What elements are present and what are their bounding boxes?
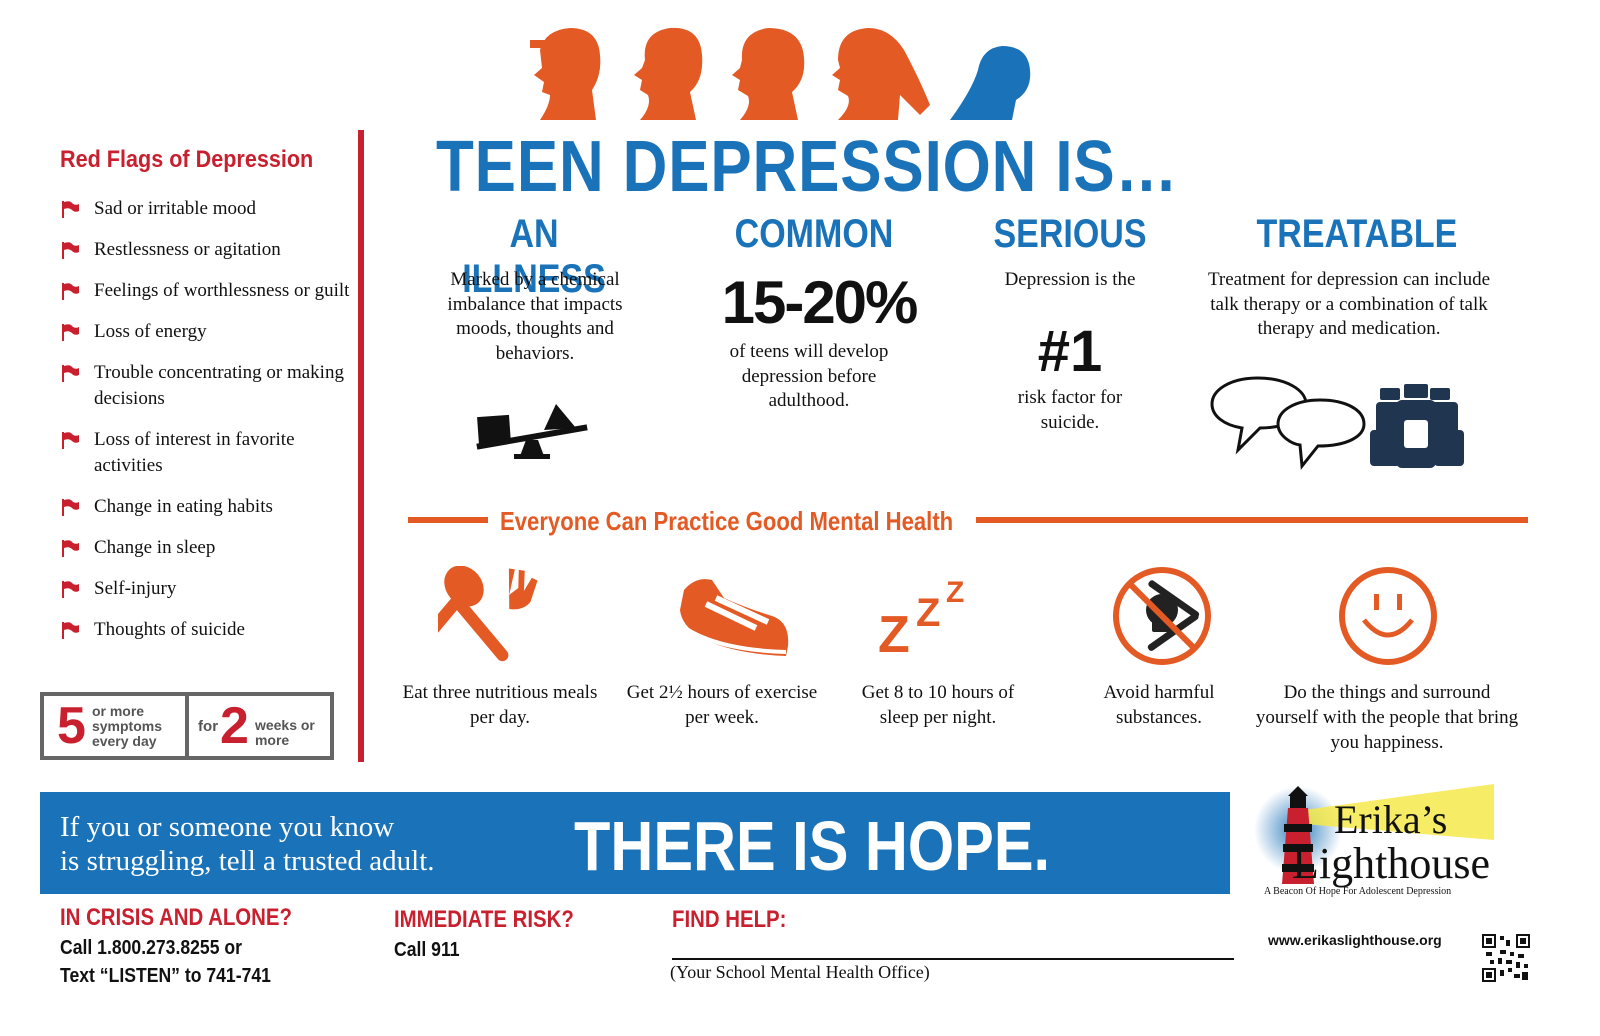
banner-subtext-line1: If you or someone you know [60,811,395,843]
red-flag-item: Sad or irritable mood [60,196,360,222]
red-flag-text: Feelings of worthlessness or guilt [94,280,350,301]
risk-line1: Call 911 [394,939,460,961]
tip-text: Get 2½ hours of exercise per week. [626,682,818,728]
tip-text: Get 8 to 10 hours of sleep per night. [861,682,1015,728]
mental-health-title: Everyone Can Practice Good Mental Health [500,506,954,536]
red-flag-item: Change in eating habits [60,494,360,520]
crisis-title: IN CRISIS AND ALONE? [60,904,292,931]
red-flag-item: Loss of interest in favorite activities [60,427,360,479]
red-flag-icon [62,622,79,639]
red-flag-text: Loss of energy [94,321,207,342]
no-skull-icon [1113,567,1211,665]
red-flag-text: Restlessness or agitation [94,239,281,260]
criteria-duration-prefix: for [198,717,219,735]
red-flag-icon [62,540,79,557]
red-flag-icon [62,242,79,259]
red-flag-icon [62,432,79,449]
zzz-icon: Z Z Z [878,576,964,658]
utensils-icon [438,566,538,662]
red-flag-text: Change in sleep [94,537,216,558]
red-flags-list: Sad or irritable mood Restlessness or ag… [60,196,360,658]
red-flag-item: Change in sleep [60,535,360,561]
website-link[interactable]: www.erikaslighthouse.org [1268,932,1442,948]
svg-text:Z: Z [946,576,964,609]
treatable-text: Treatment for depression can include tal… [1207,269,1491,339]
tip-text: Eat three nutritious meals per day. [402,682,598,728]
page-title: TEEN DEPRESSION IS… [436,127,1179,207]
section-divider-right [976,517,1528,523]
red-flags-title: Red Flags of Depression [60,146,314,173]
red-flag-text: Self-injury [94,578,177,599]
common-title: COMMON [734,212,894,256]
red-flag-item: Feelings of worthlessness or guilt [60,278,360,304]
logo-name-line1: Erika’s [1334,797,1448,842]
vertical-divider [358,130,364,762]
criteria-symptoms: 5 or more symptoms every day [44,696,185,756]
red-flag-text: Loss of interest in favorite activities [94,429,295,476]
red-flag-text: Sad or irritable mood [94,198,256,219]
seesaw-icon [476,404,588,459]
logo-tagline: A Beacon Of Hope For Adolescent Depressi… [1264,886,1452,897]
tip-text: Avoid harmful substances. [1103,682,1215,728]
treatable-title: TREATABLE [1256,212,1458,256]
criteria-duration-count: 2 [220,697,249,755]
crisis-line2: Text “LISTEN” to 741-741 [60,965,271,987]
criteria-duration: for 2 weeks or more [185,696,330,756]
red-flag-icon [62,499,79,516]
illness-title: AN ILLNESS [462,212,606,301]
serious-text-bottom: risk factor for suicide. [1017,387,1123,433]
banner-subtext-line2: is struggling, tell a trusted adult. [60,845,435,877]
criteria-duration-text: weeks or more [254,717,315,748]
logo-name-line2: Lighthouse [1292,839,1490,888]
find-help-line [672,958,1234,960]
hope-banner [40,792,1230,894]
qr-code-icon [1482,934,1530,982]
red-flag-item: Thoughts of suicide [60,617,360,643]
risk-title: IMMEDIATE RISK? [394,906,574,933]
red-flag-item: Loss of energy [60,319,360,345]
red-flag-text: Change in eating habits [94,496,273,517]
serious-title: SERIOUS [993,212,1147,256]
banner-subtext: If you or someone you know is struggling… [60,810,435,878]
common-stat: 15-20% [721,269,919,336]
svg-text:Z: Z [878,606,910,658]
common-text: of teens will develop depression before … [729,341,889,411]
illness-text: Marked by a chemical imbalance that impa… [447,269,623,364]
medicine-bottles-icon [1370,384,1464,468]
criteria-symptom-count: 5 [57,697,86,755]
banner-headline: THERE IS HOPE. [574,807,1051,885]
red-flag-item: Self-injury [60,576,360,602]
serious-text-top: Depression is the [1004,269,1136,290]
criteria-symptom-text: or more symptoms every day [91,702,162,749]
sneaker-icon [680,579,789,656]
section-divider-left [408,517,488,523]
red-flag-icon [62,324,79,341]
lighthouse-logo-icon [1254,784,1494,884]
red-flag-text: Trouble concentrating or making decision… [94,362,344,409]
crisis-line1: Call 1.800.273.8255 or [60,937,243,959]
red-flag-text: Thoughts of suicide [94,619,245,640]
red-flag-icon [62,283,79,300]
red-flag-icon [62,201,79,218]
tip-text: Do the things and surround yourself with… [1255,682,1519,753]
red-flag-icon [62,365,79,382]
svg-text:Z: Z [916,591,940,635]
smiley-icon [1339,567,1437,665]
red-flag-item: Restlessness or agitation [60,237,360,263]
find-help-caption: (Your School Mental Health Office) [670,962,930,982]
find-help-title: FIND HELP: [672,906,787,933]
teen-heads-illustration [530,27,1031,120]
red-flag-icon [62,581,79,598]
criteria-box: 5 or more symptoms every day for 2 weeks… [40,692,334,760]
red-flag-item: Trouble concentrating or making decision… [60,360,360,412]
serious-stat: #1 [1037,319,1103,384]
speech-bubbles-icon [1210,376,1366,470]
